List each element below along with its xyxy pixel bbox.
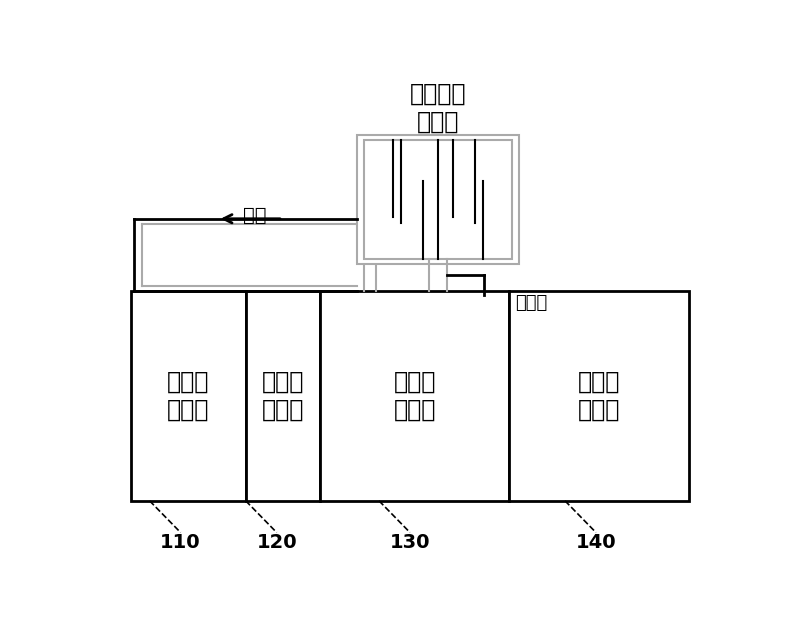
Text: 水洗沉降
缓冲槽: 水洗沉降 缓冲槽 [410,82,466,134]
Text: 药水加
工装置: 药水加 工装置 [167,370,210,422]
Text: 120: 120 [256,533,297,552]
Bar [246,291,320,501]
Bar [131,291,246,501]
Text: 110: 110 [160,533,201,552]
Text: 第一吹
风装置: 第一吹 风装置 [262,370,304,422]
Text: 140: 140 [576,533,616,552]
Text: 第一水
洗装置: 第一水 洗装置 [394,370,436,422]
Bar [320,291,510,501]
Text: 130: 130 [390,533,430,552]
Text: 入水口: 入水口 [514,294,547,312]
Bar [363,139,512,259]
Text: 第二吹
风装置: 第二吹 风装置 [578,370,620,422]
Bar [510,291,689,501]
Text: 回流: 回流 [243,205,266,224]
Bar [358,134,518,264]
